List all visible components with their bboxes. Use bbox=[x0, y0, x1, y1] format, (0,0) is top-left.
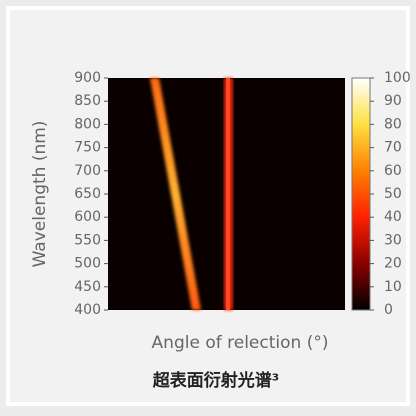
y-axis-label: Wavelength (nm) bbox=[30, 121, 50, 268]
y-tick-label: 450 bbox=[74, 279, 101, 295]
y-tick-label: 500 bbox=[74, 256, 101, 272]
colorbar-tick-label: 50 bbox=[384, 186, 402, 202]
y-tick-label: 650 bbox=[74, 186, 101, 202]
y-tick-label: 700 bbox=[74, 163, 101, 179]
colorbar-tick-label: 80 bbox=[384, 116, 402, 132]
diffraction-streak bbox=[150, 78, 201, 310]
y-tick-label: 550 bbox=[74, 232, 101, 248]
colorbar-tick-label: 90 bbox=[384, 93, 402, 109]
colorbar-tick-label: 60 bbox=[384, 163, 402, 179]
colorbar-tick-label: 10 bbox=[384, 279, 402, 295]
y-tick-label: 600 bbox=[74, 209, 101, 225]
colorbar-tick-label: 100 bbox=[384, 70, 411, 86]
colorbar-tick-label: 40 bbox=[384, 209, 402, 225]
y-tick-label: 850 bbox=[74, 93, 101, 109]
colorbar-tick-label: 30 bbox=[384, 232, 402, 248]
diffraction-streak-core bbox=[226, 78, 230, 310]
caption: 超表面衍射光谱³ bbox=[153, 370, 279, 391]
y-tick-label: 400 bbox=[74, 302, 101, 318]
y-tick-label: 900 bbox=[74, 70, 101, 86]
x-axis-label: Angle of relection (°) bbox=[152, 333, 329, 353]
y-tick-label: 800 bbox=[74, 116, 101, 132]
y-tick-label: 750 bbox=[74, 140, 101, 156]
heatmap bbox=[108, 78, 345, 310]
colorbar-tick-label: 70 bbox=[384, 140, 402, 156]
colorbar-tick-label: 0 bbox=[384, 302, 393, 318]
colorbar bbox=[351, 77, 371, 311]
colorbar-tick-label: 20 bbox=[384, 256, 402, 272]
